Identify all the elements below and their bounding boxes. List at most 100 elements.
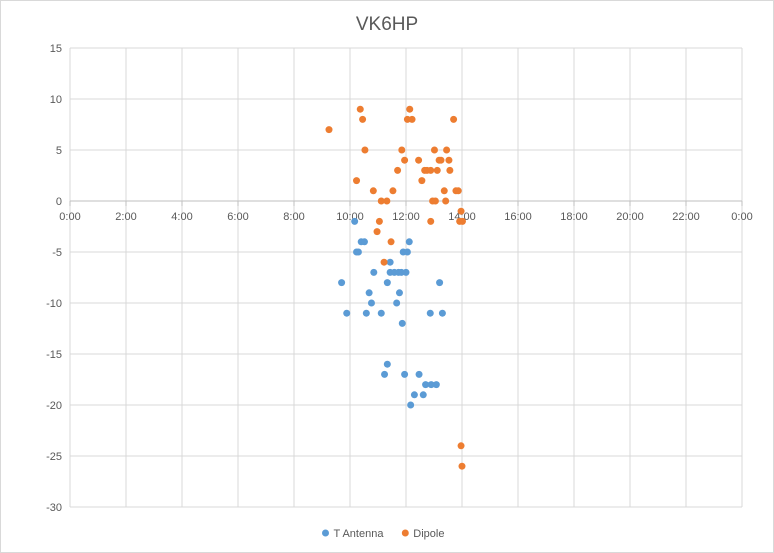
data-point — [353, 177, 361, 185]
y-tick-label: 15 — [50, 43, 62, 55]
x-tick-label: 2:00 — [115, 211, 136, 223]
x-tick-label: 12:00 — [392, 211, 420, 223]
y-axis-tick-labels: 15 10 5 0 -5 -10 -15 -20 -25 -30 — [46, 43, 62, 514]
data-point — [369, 187, 377, 195]
data-point — [338, 279, 346, 287]
data-point — [395, 289, 403, 297]
x-tick-label: 16:00 — [504, 211, 532, 223]
data-point — [415, 156, 423, 164]
data-point — [383, 279, 391, 287]
data-point — [359, 115, 367, 123]
data-point — [427, 381, 435, 389]
x-tick-label: 6:00 — [227, 211, 248, 223]
data-point — [356, 105, 364, 113]
data-point — [383, 197, 391, 205]
x-tick-label: 8:00 — [283, 211, 304, 223]
data-point — [383, 360, 391, 368]
data-point — [370, 268, 378, 276]
data-point — [361, 146, 369, 154]
data-point — [445, 156, 453, 164]
data-point — [454, 187, 462, 195]
data-point — [407, 401, 415, 409]
data-point — [362, 309, 370, 317]
data-point — [446, 166, 454, 174]
data-point — [389, 187, 397, 195]
data-point — [367, 299, 375, 307]
data-point — [408, 115, 416, 123]
legend-marker — [401, 529, 409, 537]
data-point — [440, 187, 448, 195]
data-point — [458, 217, 466, 225]
data-point — [377, 309, 385, 317]
x-tick-label: 18:00 — [560, 211, 588, 223]
data-point — [431, 197, 439, 205]
y-tick-label: -15 — [46, 349, 62, 361]
legend-label: Dipole — [413, 528, 444, 540]
y-tick-label: 5 — [56, 145, 62, 157]
x-tick-label: 0:00 — [59, 211, 80, 223]
data-point — [386, 258, 394, 266]
data-point — [437, 156, 445, 164]
data-point — [403, 248, 411, 256]
data-point — [398, 319, 406, 327]
x-tick-label: 14:00 — [448, 211, 476, 223]
data-point — [401, 156, 409, 164]
data-point — [442, 197, 450, 205]
data-point — [426, 309, 434, 317]
data-point — [405, 238, 413, 246]
y-tick-label: -30 — [46, 502, 62, 514]
data-point — [436, 279, 444, 287]
y-tick-label: -10 — [46, 298, 62, 310]
data-point — [380, 258, 388, 266]
data-point — [457, 207, 465, 215]
data-point — [402, 268, 410, 276]
data-point — [375, 217, 383, 225]
data-point — [381, 370, 389, 378]
data-point — [419, 391, 427, 399]
data-point — [418, 177, 426, 185]
data-point — [377, 197, 385, 205]
data-point — [351, 217, 359, 225]
data-point — [457, 442, 465, 450]
y-tick-label: -20 — [46, 400, 62, 412]
x-tick-label: 0:00 — [731, 211, 752, 223]
data-point — [365, 289, 373, 297]
data-point — [387, 238, 395, 246]
x-axis: 0:00 2:00 4:00 6:00 8:00 10:00 12:00 14:00 16:00… — [59, 200, 753, 223]
data-point — [325, 126, 333, 134]
data-point — [354, 248, 362, 256]
data-point — [438, 309, 446, 317]
gridlines — [69, 47, 743, 508]
data-point — [422, 381, 430, 389]
data-point — [394, 166, 402, 174]
data-point — [450, 115, 458, 123]
legend: T Antenna Dipole — [322, 528, 444, 540]
chart-title: VK6HP — [356, 14, 418, 35]
data-point — [393, 299, 401, 307]
data-point — [432, 381, 440, 389]
data-point — [427, 166, 435, 174]
legend-label: T Antenna — [334, 528, 385, 540]
data-point — [410, 391, 418, 399]
data-point — [398, 146, 406, 154]
x-tick-label: 20:00 — [616, 211, 644, 223]
data-point — [443, 146, 451, 154]
y-tick-label: -5 — [52, 247, 62, 259]
data-point — [427, 217, 435, 225]
x-tick-label: 22:00 — [672, 211, 700, 223]
data-point — [373, 228, 381, 236]
data-point — [401, 370, 409, 378]
data-point — [430, 146, 438, 154]
x-tick-label: 10:00 — [336, 211, 364, 223]
data-points — [325, 105, 466, 470]
data-point — [343, 309, 351, 317]
x-tick-label: 4:00 — [171, 211, 192, 223]
data-point — [433, 166, 441, 174]
data-point — [360, 238, 368, 246]
y-tick-label: -25 — [46, 451, 62, 463]
data-point — [415, 370, 423, 378]
data-point — [406, 105, 414, 113]
y-tick-label: 10 — [50, 94, 62, 106]
